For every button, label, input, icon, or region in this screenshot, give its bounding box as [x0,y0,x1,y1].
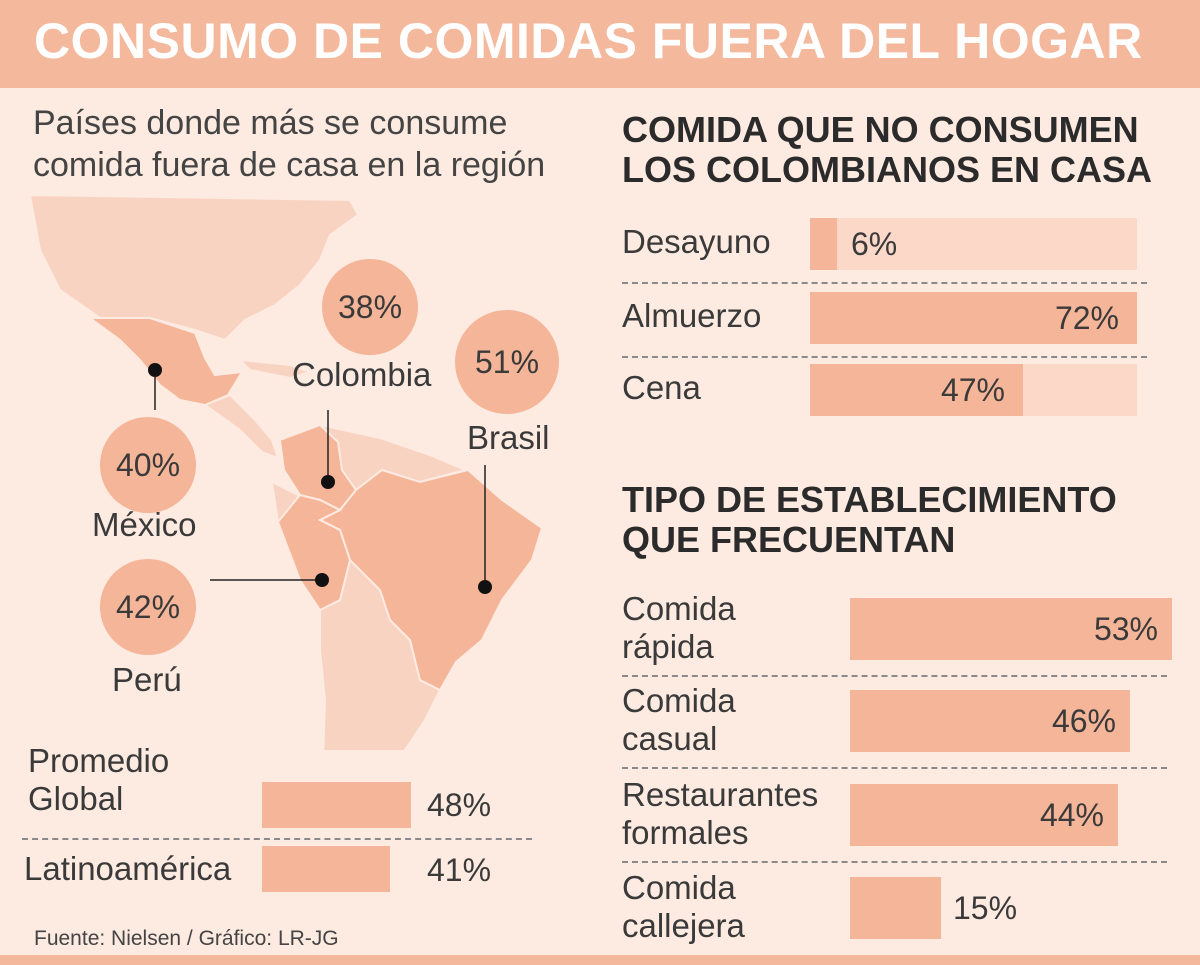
title-line: COMIDA QUE NO CONSUMEN [622,109,1139,150]
value-latinoamerica: 41% [427,852,492,888]
establishment-bar [850,784,1118,846]
label-colombia: Colombia [292,356,432,393]
marker-mexico [148,363,162,377]
bubble-brasil: 51% [455,310,559,414]
label-promedio-global: Promedio Global [28,742,169,818]
meal-bar [810,292,1137,344]
map-peru [276,493,352,612]
establishment-value: 44% [1039,797,1104,833]
header-band [0,0,1200,88]
label-brasil: Brasil [467,419,550,456]
establishment-label: Comida casual [622,682,736,758]
divider [622,356,1147,358]
label-line: callejera [622,907,745,944]
establishment-label: Comida rápida [622,590,736,666]
label-line: casual [622,720,718,757]
divider [622,767,1167,769]
value-promedio-global: 48% [427,787,492,823]
page-title: CONSUMO DE COMIDAS FUERA DEL HOGAR [34,13,1143,69]
section-title-meals: COMIDA QUE NO CONSUMEN LOS COLOMBIANOS E… [622,110,1152,190]
label-line: Promedio [28,742,170,779]
label-line: Global [28,780,124,817]
meal-label: Desayuno [622,223,771,260]
title-line: TIPO DE ESTABLECIMIENTO [622,479,1117,520]
subtitle-line: Países donde más se consume [33,104,508,142]
divider [22,838,532,840]
establishment-value: 53% [1093,611,1158,647]
bubble-mexico: 40% [100,417,196,513]
establishment-bar [850,690,1130,752]
label-line: Restaurantes [622,776,819,813]
establishment-bar [850,877,941,939]
meal-value: 72% [1054,300,1119,336]
meal-value: 47% [940,372,1005,408]
map-caribbean [237,358,314,380]
bar-promedio-global [262,782,411,828]
establishment-label: Restaurantes formales [622,776,818,852]
meal-bar [810,364,1023,416]
meal-value: 6% [851,226,898,262]
divider [622,861,1167,863]
marker-colombia [321,475,335,489]
meal-label: Almuerzo [622,297,762,334]
label-line: Comida [622,869,736,906]
establishment-bar [850,598,1172,660]
americas-map [28,193,544,750]
label-latinoamerica: Latinoamérica [24,850,232,887]
bubble-colombia: 38% [322,259,418,355]
label-line: formales [622,814,749,851]
title-line: QUE FRECUENTAN [622,519,956,560]
bar-latinoamerica [262,846,390,892]
label-line: Comida [622,682,736,719]
label-peru: Perú [112,661,182,698]
marker-brasil [478,580,492,594]
meal-label: Cena [622,369,701,406]
map-subtitle: Países donde más se consume comida fuera… [33,102,545,186]
establishment-value: 46% [1051,703,1116,739]
bubble-peru: 42% [100,559,196,655]
label-line: rápida [622,628,714,665]
marker-peru [315,573,329,587]
divider [622,675,1167,677]
establishment-value: 15% [953,890,1018,926]
map-mexico [86,317,244,407]
footer-band [0,955,1200,965]
subtitle-line: comida fuera de casa en la región [33,146,546,184]
map-north-america [28,193,360,342]
source-note: Fuente: Nielsen / Gráfico: LR-JG [34,927,339,950]
meal-bar [810,218,837,270]
label-mexico: México [92,506,197,543]
meal-bar-track [810,218,1137,270]
divider [622,282,1147,284]
map-central-america [202,393,280,460]
label-line: Comida [622,590,736,627]
establishment-label: Comida callejera [622,869,745,945]
title-line: LOS COLOMBIANOS EN CASA [622,149,1153,190]
section-title-establishments: TIPO DE ESTABLECIMIENTO QUE FRECUENTAN [622,480,1117,560]
